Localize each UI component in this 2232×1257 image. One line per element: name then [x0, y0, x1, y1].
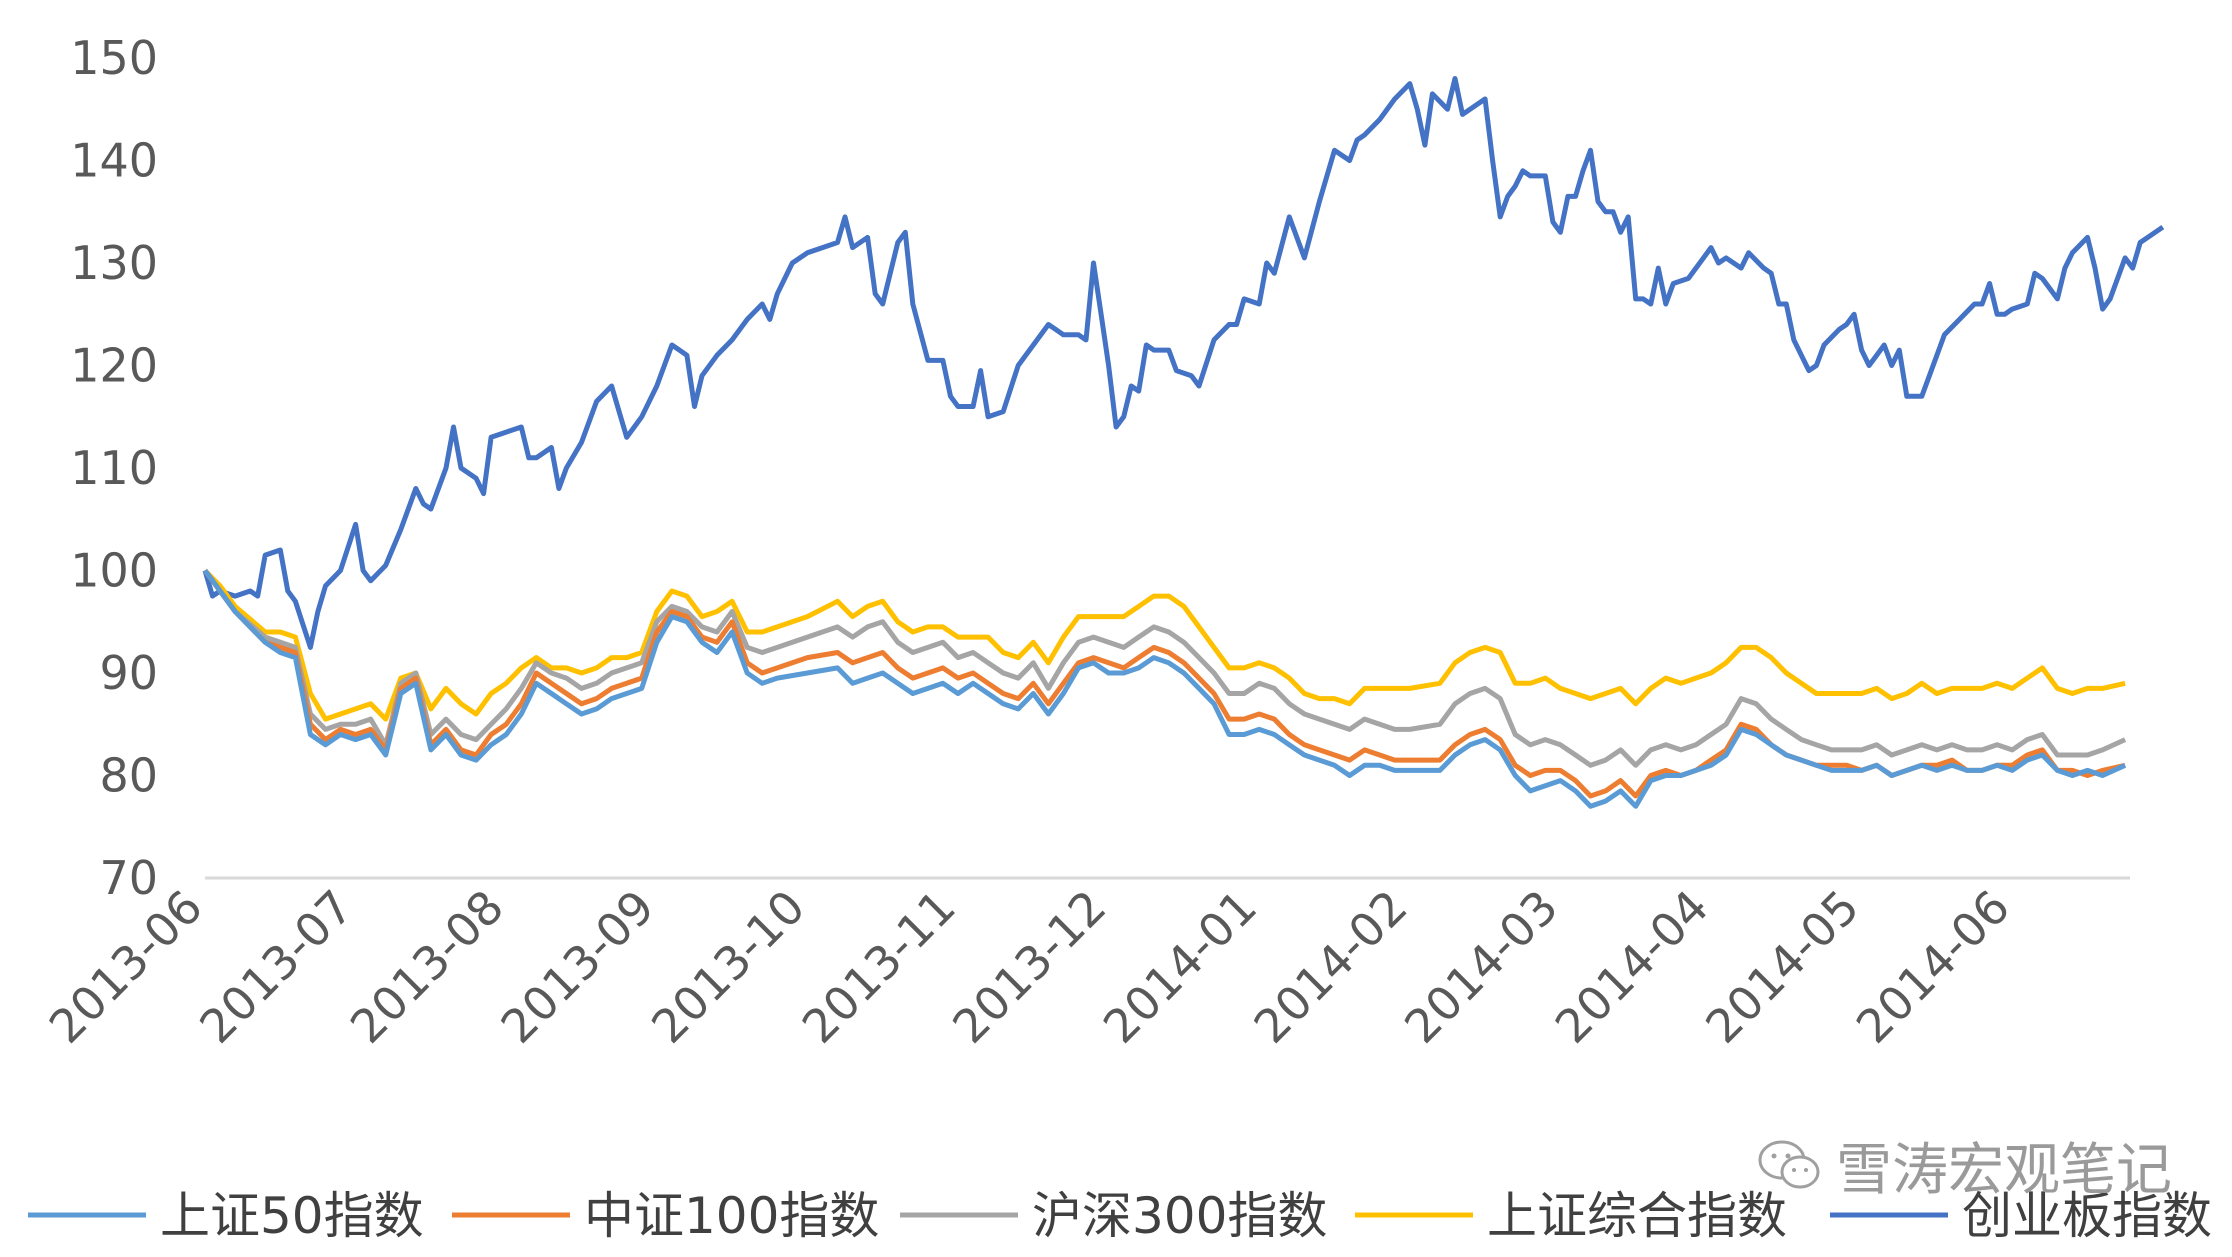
- x-tick-label: 2014-03: [1394, 880, 1568, 1054]
- y-tick-label: 130: [70, 236, 158, 290]
- series-line-2: [202, 569, 2127, 768]
- x-tick-label: 2014-06: [1846, 880, 2020, 1054]
- x-tick-label: 2013-12: [942, 880, 1116, 1054]
- legend-label-4: 创业板指数: [1962, 1187, 2212, 1245]
- x-tick-label: 2013-08: [340, 880, 514, 1054]
- watermark-text: 雪涛宏观笔记: [1836, 1138, 2172, 1203]
- series-line-3: [203, 568, 2126, 722]
- x-tick-label: 2013-06: [39, 880, 213, 1054]
- watermark: 雪涛宏观笔记: [1758, 1125, 2172, 1206]
- x-tick-label: 2013-07: [189, 880, 363, 1054]
- series-line-0: [202, 569, 2127, 809]
- x-tick-label: 2014-05: [1695, 880, 1869, 1054]
- series-line-4: [202, 76, 2165, 650]
- wechat-icon: [1758, 1140, 1820, 1188]
- y-tick-label: 90: [99, 646, 158, 700]
- y-tick-label: 100: [70, 544, 158, 598]
- y-axis-ticks: 70 80 90 100 110 120 130 140 150: [70, 31, 158, 905]
- legend-label-2: 沪深300指数: [1032, 1187, 1327, 1245]
- x-axis-ticks: 2013-062013-072013-082013-092013-102013-…: [39, 880, 2020, 1054]
- x-tick-label: 2013-10: [641, 880, 815, 1054]
- y-tick-label: 70: [99, 851, 158, 905]
- x-tick-label: 2013-11: [792, 880, 966, 1054]
- y-tick-label: 110: [70, 441, 158, 495]
- y-tick-label: 150: [70, 31, 158, 85]
- legend: 上证50指数 中证100指数 沪深300指数 上证综合指数 创业板指数: [28, 1187, 2212, 1245]
- x-tick-label: 2014-01: [1093, 880, 1267, 1054]
- x-tick-label: 2014-02: [1243, 880, 1417, 1054]
- x-tick-label: 2013-09: [490, 880, 664, 1054]
- legend-label-3: 上证综合指数: [1487, 1187, 1787, 1245]
- series-line-1: [202, 569, 2126, 799]
- series-lines: [202, 76, 2165, 809]
- legend-label-0: 上证50指数: [160, 1187, 424, 1245]
- legend-label-1: 中证100指数: [584, 1187, 879, 1245]
- y-tick-label: 120: [70, 339, 158, 393]
- x-tick-label: 2014-04: [1545, 880, 1719, 1054]
- y-tick-label: 140: [70, 134, 158, 188]
- y-tick-label: 80: [99, 749, 158, 803]
